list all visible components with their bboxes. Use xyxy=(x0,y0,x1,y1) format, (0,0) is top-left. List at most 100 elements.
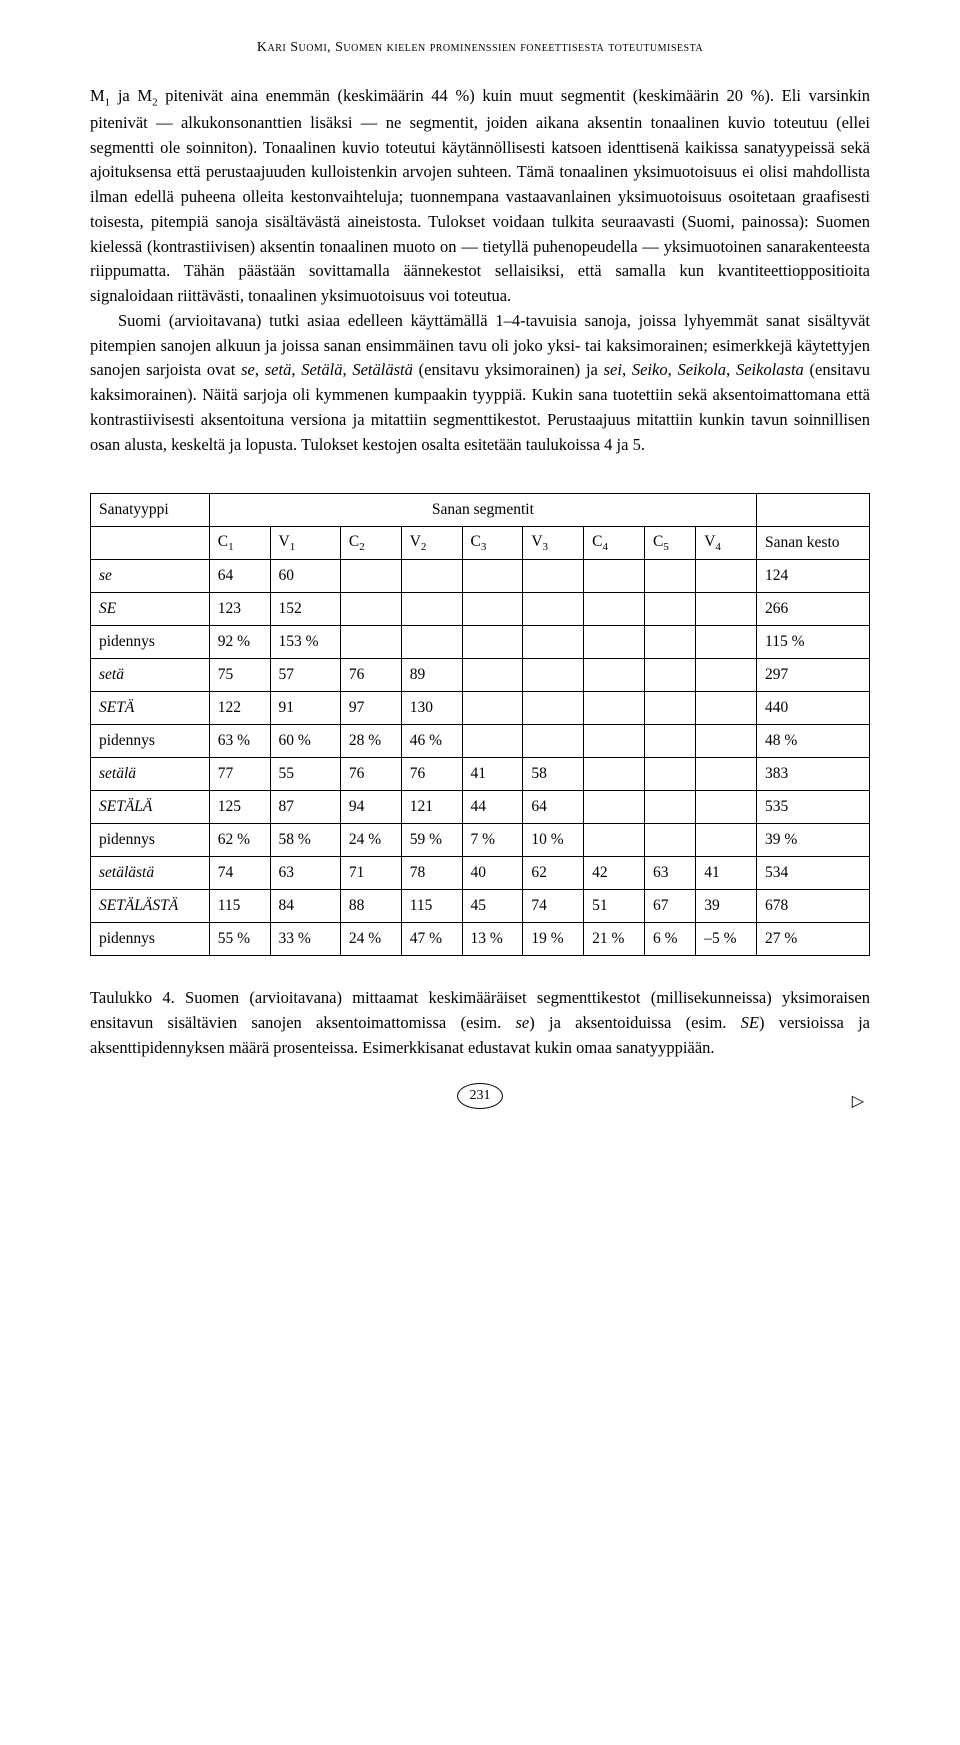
table-column-header: C1 xyxy=(209,527,270,560)
table-cell: 47 % xyxy=(401,923,462,956)
table-cell xyxy=(584,725,645,758)
table-cell: 57 xyxy=(270,659,340,692)
table-cell xyxy=(462,626,523,659)
table-cell: 44 xyxy=(462,791,523,824)
table-column-header: V1 xyxy=(270,527,340,560)
table-row: SETÄLÄ12587941214464535 xyxy=(91,791,870,824)
table-cell: 383 xyxy=(757,758,870,791)
table-cell: 678 xyxy=(757,890,870,923)
table-cell: 153 % xyxy=(270,626,340,659)
table-cell xyxy=(401,560,462,593)
table-cell xyxy=(696,560,757,593)
table-column-header: Sanan kesto xyxy=(757,527,870,560)
table-cell xyxy=(644,626,695,659)
table-row: pidennys63 %60 %28 %46 %48 % xyxy=(91,725,870,758)
table-cell: 92 % xyxy=(209,626,270,659)
table-cell xyxy=(462,725,523,758)
running-header: Kari Suomi, Suomen kielen prominenssien … xyxy=(90,40,870,56)
table-cell: 19 % xyxy=(523,923,584,956)
table-row: pidennys92 %153 %115 % xyxy=(91,626,870,659)
table-cell xyxy=(523,593,584,626)
table-cell: 62 % xyxy=(209,824,270,857)
table-cell: 115 xyxy=(209,890,270,923)
table-cell: 42 xyxy=(584,857,645,890)
row-label: SE xyxy=(91,593,210,626)
table-cell xyxy=(644,791,695,824)
table-cell xyxy=(644,593,695,626)
table-cell: –5 % xyxy=(696,923,757,956)
table-cell: 46 % xyxy=(401,725,462,758)
table-cell xyxy=(584,824,645,857)
table-cell xyxy=(462,560,523,593)
table-cell xyxy=(584,560,645,593)
table-header-row-2: C1V1C2V2C3V3C4C5V4Sanan kesto xyxy=(91,527,870,560)
table-cell xyxy=(584,626,645,659)
row-label: setälästä xyxy=(91,857,210,890)
table-row: SE123152266 xyxy=(91,593,870,626)
table-cell: 91 xyxy=(270,692,340,725)
th-sanan-segmentit: Sanan segmentit xyxy=(209,494,756,527)
table-cell xyxy=(644,758,695,791)
table-cell: 535 xyxy=(757,791,870,824)
table-cell: 76 xyxy=(340,758,401,791)
table-row: SETÄLÄSTÄ11584881154574516739678 xyxy=(91,890,870,923)
table-cell: 39 % xyxy=(757,824,870,857)
table-cell: 125 xyxy=(209,791,270,824)
table-cell xyxy=(523,626,584,659)
table-cell xyxy=(584,692,645,725)
table-cell: 21 % xyxy=(584,923,645,956)
table-cell xyxy=(340,626,401,659)
table-cell: 67 xyxy=(644,890,695,923)
table-cell: 78 xyxy=(401,857,462,890)
table-row: SETÄ1229197130440 xyxy=(91,692,870,725)
table-cell: 63 xyxy=(270,857,340,890)
table-cell: 41 xyxy=(696,857,757,890)
table-cell xyxy=(644,659,695,692)
table-cell: 10 % xyxy=(523,824,584,857)
page-number: 231 xyxy=(457,1083,503,1109)
table-cell: 297 xyxy=(757,659,870,692)
table-column-header: C5 xyxy=(644,527,695,560)
table-cell: 45 xyxy=(462,890,523,923)
table-cell xyxy=(584,791,645,824)
table-cell: 74 xyxy=(523,890,584,923)
table-cell: 58 % xyxy=(270,824,340,857)
table-column-header xyxy=(91,527,210,560)
table-cell xyxy=(462,593,523,626)
table-cell xyxy=(584,593,645,626)
th-sanatyyppi: Sanatyyppi xyxy=(91,494,210,527)
table-row: setä75577689297 xyxy=(91,659,870,692)
table-header-row-1: Sanatyyppi Sanan segmentit xyxy=(91,494,870,527)
th-empty xyxy=(757,494,870,527)
table-cell: 7 % xyxy=(462,824,523,857)
table-cell xyxy=(584,659,645,692)
table-caption: Taulukko 4. Suomen (arvioitavana) mittaa… xyxy=(90,986,870,1060)
table-cell: 152 xyxy=(270,593,340,626)
table-cell: 60 xyxy=(270,560,340,593)
page-number-container: 231 xyxy=(90,1083,870,1109)
table-cell: 63 xyxy=(644,857,695,890)
continue-arrow-icon: ▷ xyxy=(852,1091,864,1111)
row-label: pidennys xyxy=(91,824,210,857)
table-cell: 6 % xyxy=(644,923,695,956)
table-cell: 122 xyxy=(209,692,270,725)
table-cell: 440 xyxy=(757,692,870,725)
table-cell: 59 % xyxy=(401,824,462,857)
table-cell: 55 % xyxy=(209,923,270,956)
table-cell: 24 % xyxy=(340,923,401,956)
table-cell: 28 % xyxy=(340,725,401,758)
table-cell xyxy=(523,560,584,593)
table-column-header: V2 xyxy=(401,527,462,560)
table-cell: 40 xyxy=(462,857,523,890)
table-cell: 75 xyxy=(209,659,270,692)
table-cell: 55 xyxy=(270,758,340,791)
table-row: pidennys62 %58 %24 %59 %7 %10 %39 % xyxy=(91,824,870,857)
table-cell: 121 xyxy=(401,791,462,824)
row-label: SETÄLÄSTÄ xyxy=(91,890,210,923)
row-label: SETÄ xyxy=(91,692,210,725)
table-cell: 266 xyxy=(757,593,870,626)
table-cell: 27 % xyxy=(757,923,870,956)
table-cell: 58 xyxy=(523,758,584,791)
segment-duration-table: Sanatyyppi Sanan segmentit C1V1C2V2C3V3C… xyxy=(90,493,870,956)
table-cell xyxy=(696,659,757,692)
